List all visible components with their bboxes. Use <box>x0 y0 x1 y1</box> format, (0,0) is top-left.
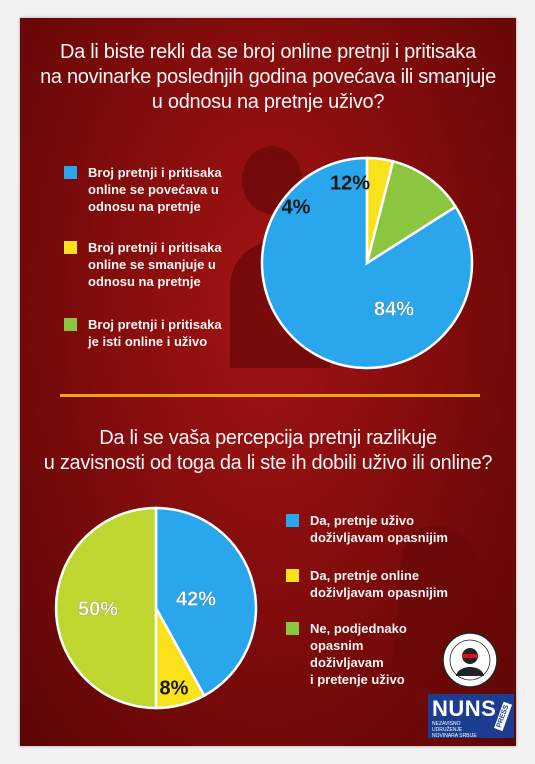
legend-swatch-blue <box>64 166 77 179</box>
legend-label-line: online se smanjuje u <box>88 257 216 272</box>
legend-label-line: online se povećava u <box>88 182 219 197</box>
infographic-poster: Da li biste rekli da se broj online pret… <box>20 18 516 746</box>
legend-label-line: i pretenje uživo <box>310 672 405 687</box>
legend-label-line: Da, pretnje uživo <box>310 513 415 528</box>
pie-slice-label: 8% <box>160 677 189 699</box>
pie-slice <box>54 506 158 710</box>
legend-label: Broj pretnji i pritisaka je isti online … <box>88 316 222 350</box>
nuns-subtitle-line: NOVINARA SRBIJE <box>432 733 477 739</box>
chart1-title: Da li biste rekli da se broj online pret… <box>20 40 516 115</box>
legend-swatch-green <box>64 318 77 331</box>
legend-label-line: Ne, podjednako <box>310 621 407 636</box>
chart1-title-line: Da li biste rekli da se broj online pret… <box>60 41 476 63</box>
chart1-legend: Broj pretnji i pritisaka online se poveć… <box>64 164 264 364</box>
legend-label-line: Broj pretnji i pritisaka <box>88 165 222 180</box>
legend-label-line: doživljavam opasnijim <box>310 585 448 600</box>
legend-label-line: je isti online i uživo <box>88 334 208 349</box>
legend-swatch-green <box>286 622 299 635</box>
masked-figure-icon <box>442 632 498 688</box>
chart1-title-line: u odnosu na pretnje uživo? <box>151 91 385 113</box>
pie-slice <box>365 159 458 266</box>
chart2-title: Da li se vaša percepcija pretnji razliku… <box>20 426 516 476</box>
legend-label: Broj pretnji i pritisaka online se poveć… <box>88 164 222 215</box>
chart1-legend-item-increase: Broj pretnji i pritisaka online se poveć… <box>64 164 222 215</box>
pie-slice-label: 4% <box>282 196 311 218</box>
chart1-legend-item-decrease: Broj pretnji i pritisaka online se smanj… <box>64 239 222 290</box>
chart1-pie: 84% 4% 12% <box>260 156 474 370</box>
chart2-legend-item-equal: Ne, podjednako opasnim doživljavam i pre… <box>286 620 407 688</box>
nuns-logo-subtitle: NEZAVISNO UDRUŽENJE NOVINARA SRBIJE <box>432 721 492 739</box>
legend-label: Da, pretnje uživo doživljavam opasnijim <box>310 512 448 546</box>
chart2-title-line: u zavisnosti od toga da li ste ih dobili… <box>43 452 493 474</box>
section-divider <box>60 394 480 397</box>
legend-label-line: Da, pretnje online <box>310 568 420 583</box>
pie-slice-label: 42% <box>176 588 216 610</box>
legend-label-line: odnosu na pretnje <box>88 274 201 289</box>
legend-label: Da, pretnje online doživljavam opasnijim <box>310 567 448 601</box>
legend-label: Ne, podjednako opasnim doživljavam i pre… <box>310 620 407 688</box>
chart2-pie: 42% 8% 50% <box>54 506 258 710</box>
nuns-press-tag: PRESS <box>494 701 512 732</box>
pie-slice <box>260 156 474 370</box>
legend-label-line: doživljavam <box>310 655 384 670</box>
legend-label-line: opasnim <box>310 638 364 653</box>
pie-slice <box>154 506 258 698</box>
chart2-legend: Da, pretnje uživo doživljavam opasnijim … <box>286 512 486 712</box>
legend-label-line: odnosu na pretnje <box>88 199 201 214</box>
legend-label-line: Broj pretnji i pritisaka <box>88 317 222 332</box>
legend-swatch-yellow <box>64 241 77 254</box>
chart2-title-line: Da li se vaša percepcija pretnji razliku… <box>99 427 437 449</box>
pie-slice-label: 12% <box>330 172 370 194</box>
chart2-legend-item-online: Da, pretnje online doživljavam opasnijim <box>286 567 448 601</box>
pie-slice-label: 84% <box>374 298 414 320</box>
chart1-title-line: na novinarke poslednjih godina povećava … <box>40 66 496 88</box>
nuns-logo: NUNS NEZAVISNO UDRUŽENJE NOVINARA SRBIJE… <box>428 694 514 739</box>
nuns-logo-word: NUNS <box>432 696 497 721</box>
legend-swatch-yellow <box>286 569 299 582</box>
legend-label-line: Broj pretnji i pritisaka <box>88 240 222 255</box>
pie-slice-label: 50% <box>78 598 118 620</box>
chart1-legend-item-same: Broj pretnji i pritisaka je isti online … <box>64 316 222 350</box>
legend-swatch-blue <box>286 514 299 527</box>
legend-label-line: doživljavam opasnijim <box>310 530 448 545</box>
legend-label: Broj pretnji i pritisaka online se smanj… <box>88 239 222 290</box>
chart2-legend-item-live: Da, pretnje uživo doživljavam opasnijim <box>286 512 448 546</box>
nuns-subtitle-line: NEZAVISNO UDRUŽENJE <box>432 721 463 733</box>
